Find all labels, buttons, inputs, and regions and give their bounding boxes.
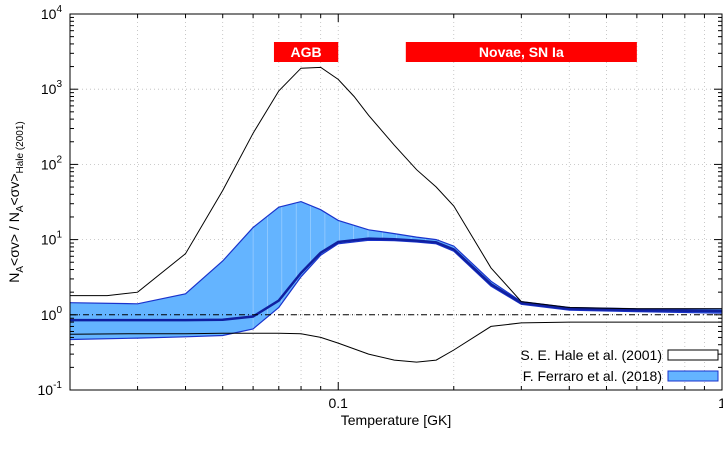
legend-label-1: F. Ferraro et al. (2018) <box>523 368 662 384</box>
y-tick-exponent: -1 <box>53 380 62 391</box>
legend-label-0: S. E. Hale et al. (2001) <box>520 347 662 363</box>
y-title-part: Hale (2001) <box>15 121 26 173</box>
y-tick-exponent: 1 <box>56 230 62 241</box>
series-ferraro-lower <box>69 239 723 341</box>
y-title-part: <σv> / N <box>6 212 22 266</box>
plot-frame <box>69 13 723 391</box>
y-tick-label: 100 <box>41 305 63 323</box>
y-title-part: <σv> <box>6 174 22 206</box>
y-tick-exponent: 3 <box>56 79 62 90</box>
y-tick-label: 103 <box>41 79 63 97</box>
series-hale-lower <box>69 321 722 363</box>
y-tick-base: 10 <box>41 307 57 323</box>
y-tick-exponent: 2 <box>56 154 62 165</box>
y-tick-label: 101 <box>41 230 63 248</box>
y-axis-title: NA<σv> / NA<σv>Hale (2001) <box>6 121 26 283</box>
x-tick-label: 1 <box>718 395 723 411</box>
legend: S. E. Hale et al. (2001) F. Ferraro et al… <box>520 347 719 384</box>
y-tick-base: 10 <box>38 382 54 398</box>
y-title-part: N <box>6 273 22 283</box>
legend-swatch-1 <box>667 370 719 382</box>
x-tick-label: 0.1 <box>329 395 349 411</box>
series-hale-upper <box>70 66 722 310</box>
y-tick-base: 10 <box>41 156 57 172</box>
y-tick-label: 10-1 <box>38 380 63 398</box>
temperature-bands: AGB Novae, SN Ia <box>273 42 637 62</box>
y-tick-label: 104 <box>41 4 63 22</box>
series <box>69 66 723 363</box>
band-1 <box>405 42 637 62</box>
y-tick-exponent: 4 <box>56 4 62 15</box>
series-ferraro-upper <box>69 200 722 310</box>
x-axis-title: Temperature [GK] <box>341 412 452 428</box>
y-title-part: A <box>15 266 26 273</box>
band-0 <box>273 42 339 62</box>
y-tick-exponent: 0 <box>56 305 62 316</box>
series-ferraro-median <box>70 237 723 322</box>
band-label-1: Novae, SN Ia <box>479 44 564 60</box>
y-title-part: A <box>15 205 26 212</box>
y-tick-base: 10 <box>41 232 57 248</box>
band-label-0: AGB <box>291 44 322 60</box>
series-ferraro-band <box>70 201 722 340</box>
legend-swatch-0 <box>667 349 719 361</box>
y-tick-base: 10 <box>41 6 57 22</box>
y-tick-base: 10 <box>41 81 57 97</box>
y-tick-label: 102 <box>41 154 63 172</box>
